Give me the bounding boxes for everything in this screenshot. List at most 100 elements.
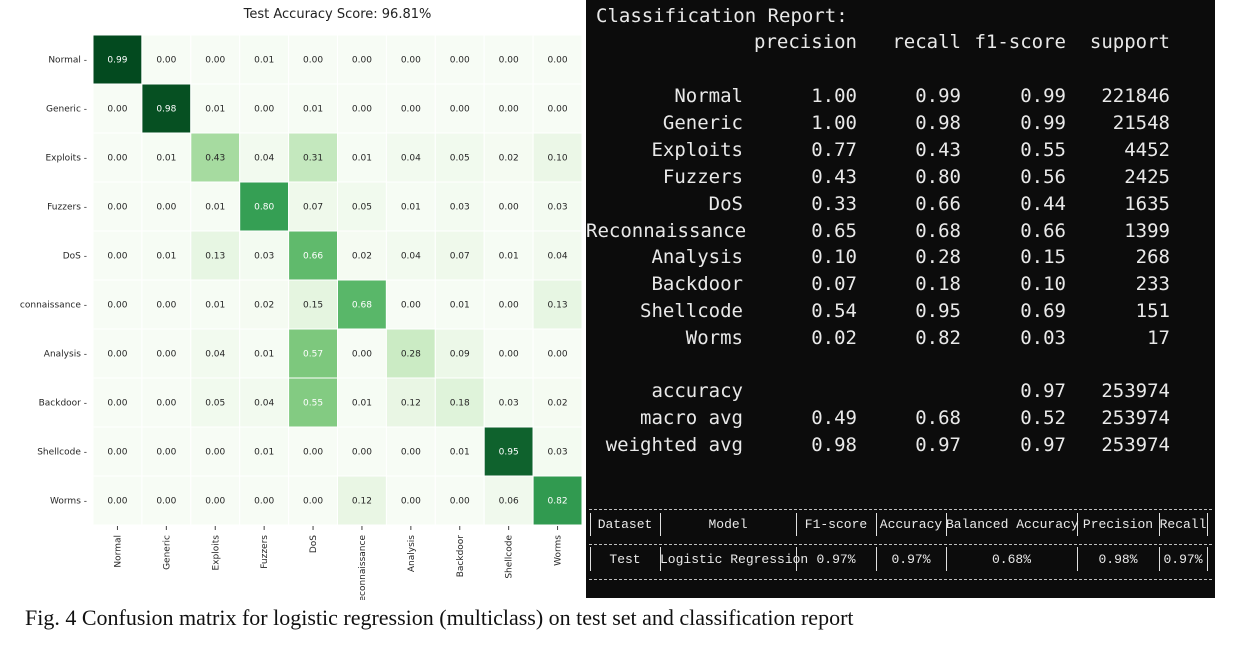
heatmap-cell [141,34,192,85]
heatmap-cell [385,181,436,232]
table-data-cell: Test [609,552,641,567]
row-tick-label: Analysis - [44,350,87,360]
heatmap-cell [239,377,290,428]
cell-value-label: 0.04 [254,154,274,164]
heatmap-cell [532,132,583,183]
heatmap-cell [483,328,534,379]
report-recall-value: 0.95 [915,300,961,323]
cell-value-label: 0.00 [156,497,176,507]
report-row-label: Normal [674,85,743,107]
cell-value-label: 0.80 [254,203,274,213]
cell-value-label: 0.13 [548,301,568,311]
cell-value-label: 0.00 [499,56,519,66]
cell-value-label: 0.00 [205,497,225,507]
cell-value-label: 0.00 [107,448,127,458]
report-f1-value: 0.10 [1020,273,1066,296]
cell-value-label: 0.03 [499,399,519,409]
heatmap-cell [141,475,192,526]
report-precision-value: 0.65 [811,219,857,242]
heatmap-cell [434,34,485,85]
report-support-value: 268 [1135,246,1170,269]
row-tick-label: DoS - [63,252,87,262]
heatmap-cell [337,181,387,232]
cell-value-label: 0.00 [499,203,519,213]
row-tick-label: Fuzzers - [47,203,87,213]
report-precision-value: 0.98 [811,433,857,456]
report-recall-value: 0.28 [915,246,961,269]
report-header-f1-score: f1-score [974,31,1066,53]
cell-value-label: 0.15 [303,301,323,311]
table-cell-separator [590,547,591,571]
cell-value-label: 0.01 [205,105,225,115]
cell-value-label: 0.06 [499,497,519,507]
table-header-cell: Balanced Accuracy [946,517,1079,532]
cell-value-label: 0.12 [401,399,421,409]
heatmap-cell [532,328,583,379]
table-cell-separator [1159,547,1160,571]
heatmap-cell [92,132,143,183]
col-tick-label: Worms [554,535,564,566]
figure-caption: Fig. 4 Confusion matrix for logistic reg… [25,605,854,630]
heatmap-cell [92,475,143,526]
heatmap-cell [239,328,290,379]
cell-value-label: 0.10 [548,154,568,164]
cell-value-label: 0.00 [499,301,519,311]
heatmap-cell [434,426,485,477]
cell-value-label: 0.01 [450,448,470,458]
cell-value-label: 0.03 [254,252,274,262]
report-title: Classification Report: [596,5,848,27]
cell-value-label: 0.04 [401,252,421,262]
heatmap-cell [141,83,192,134]
report-row-label: Worms [685,327,743,350]
report-support-value: 2425 [1124,165,1170,188]
report-support-value: 1635 [1124,192,1170,215]
report-row-label: Exploits [651,138,743,161]
heatmap-cell [190,475,241,526]
heatmap-cell [92,426,143,477]
heatmap-cell [141,426,192,477]
heatmap-cell [337,475,387,526]
table-rule [589,509,1212,510]
cell-value-label: 0.01 [156,252,176,262]
chart-title: Test Accuracy Score: 96.81% [243,7,432,22]
cell-value-label: 0.57 [303,350,323,360]
cell-value-label: 0.18 [450,399,470,409]
cell-value-label: 0.00 [450,56,470,66]
cell-value-label: 0.01 [401,203,421,213]
cell-value-label: 0.00 [156,448,176,458]
heatmap-cell [483,279,534,330]
heatmap-cell [385,230,436,281]
heatmap-cell [385,426,436,477]
cell-value-label: 0.13 [205,252,225,262]
col-tick-label: Analysis [407,535,417,572]
cell-value-label: 0.04 [205,350,225,360]
heatmap-cell [532,34,583,85]
report-support-value: 1399 [1124,219,1170,242]
heatmap-cell [288,426,339,477]
cell-value-label: 0.00 [548,56,568,66]
cell-value-label: 0.00 [401,497,421,507]
heatmap-cell [532,475,583,526]
heatmap-cell [337,83,387,134]
cell-value-label: 0.28 [401,350,421,360]
cell-value-label: 0.01 [205,203,225,213]
heatmap-cell [532,426,583,477]
cell-value-label: 0.00 [352,105,372,115]
heatmap-cell [385,377,436,428]
heatmap-cell [434,377,485,428]
heatmap-cell [92,181,143,232]
report-support-value: 233 [1135,273,1170,296]
report-f1-value: 0.69 [1020,300,1066,323]
table-data-cell: 0.97% [1163,552,1203,567]
col-tick-label: Reconnaissance [358,535,368,600]
report-f1-value: 0.56 [1020,165,1066,188]
cell-value-label: 0.00 [303,448,323,458]
heatmap-cell [532,181,583,232]
report-precision-value: 0.02 [811,327,857,350]
cell-value-label: 0.00 [352,56,372,66]
heatmap-cell [532,83,583,134]
heatmap-cell [190,377,241,428]
row-tick-label: Worms - [50,497,87,507]
table-cell-separator [796,547,797,571]
table-header-cell: Recall [1159,517,1207,532]
